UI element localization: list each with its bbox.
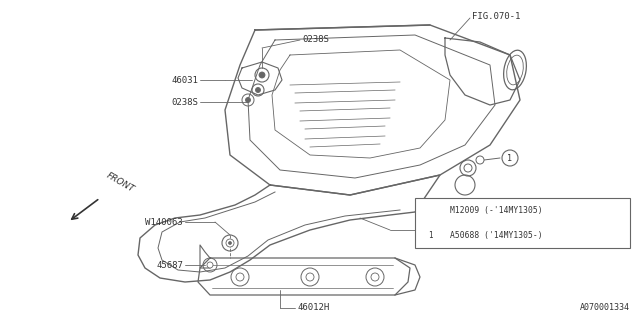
Circle shape	[228, 242, 232, 244]
Text: FRONT: FRONT	[105, 171, 136, 194]
Circle shape	[246, 98, 250, 102]
Text: 45687: 45687	[156, 260, 183, 269]
Text: 1: 1	[508, 154, 513, 163]
Text: 46012F: 46012F	[422, 226, 454, 235]
Circle shape	[207, 262, 213, 268]
Text: FIG.070-1: FIG.070-1	[472, 12, 520, 20]
Circle shape	[255, 87, 260, 92]
Circle shape	[226, 239, 234, 247]
Circle shape	[259, 72, 265, 78]
Circle shape	[236, 273, 244, 281]
Circle shape	[306, 273, 314, 281]
Text: M12009 (-'14MY1305): M12009 (-'14MY1305)	[450, 205, 543, 214]
Text: 0238S: 0238S	[302, 35, 329, 44]
Text: A070001334: A070001334	[580, 303, 630, 312]
Text: 0238S: 0238S	[171, 98, 198, 107]
Text: 46031: 46031	[171, 76, 198, 84]
Text: A50688 ('14MY1305-): A50688 ('14MY1305-)	[450, 230, 543, 239]
Bar	[415, 198, 630, 248]
Circle shape	[371, 273, 379, 281]
Text: 46012H: 46012H	[297, 303, 329, 313]
Text: 1: 1	[428, 230, 432, 239]
Circle shape	[476, 156, 484, 164]
Text: W140063: W140063	[145, 218, 183, 227]
